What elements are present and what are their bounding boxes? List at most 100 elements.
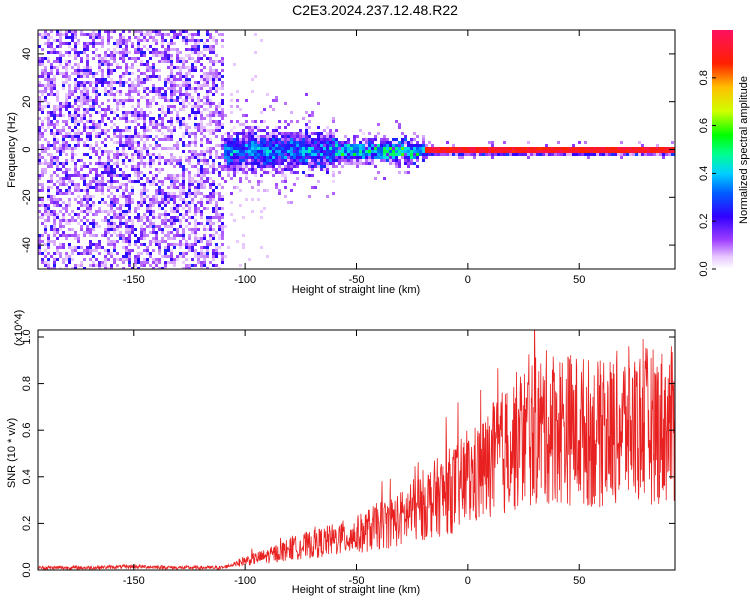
- spectrogram-cell: [119, 99, 122, 102]
- spectrogram-cell: [587, 150, 590, 153]
- spectrogram-cell: [173, 243, 176, 246]
- spectrogram-cell: [401, 156, 404, 159]
- spectrogram-cell: [302, 144, 305, 147]
- spectrogram-cell: [89, 264, 92, 267]
- spectrogram-cell: [125, 186, 128, 189]
- spectrogram-cell: [476, 153, 479, 156]
- spectrogram-cell: [443, 153, 446, 156]
- spectrogram-cell: [542, 150, 545, 153]
- spectrogram-cell: [68, 117, 71, 120]
- spectrogram-cell: [191, 228, 194, 231]
- spectrogram-cell: [401, 141, 404, 144]
- spectrogram-cell: [245, 177, 248, 180]
- spectrogram-cell: [104, 228, 107, 231]
- spectrogram-cell: [491, 156, 494, 159]
- spectrogram-cell: [290, 201, 293, 204]
- spectrogram-cell: [203, 234, 206, 237]
- spectrogram-cell: [464, 147, 467, 150]
- spectrogram-cell: [77, 201, 80, 204]
- spectrogram-cell: [305, 162, 308, 165]
- spectrogram-cell: [368, 162, 371, 165]
- spectrogram-cell: [164, 99, 167, 102]
- spectrogram-cell: [197, 180, 200, 183]
- spectrogram-cell: [56, 231, 59, 234]
- spectrogram-cell: [50, 156, 53, 159]
- spectrogram-cell: [311, 147, 314, 150]
- spectrogram-cell: [134, 108, 137, 111]
- spectrogram-cell: [317, 132, 320, 135]
- spectrogram-cell: [83, 96, 86, 99]
- spectrogram-cell: [110, 222, 113, 225]
- spectrogram-cell: [119, 174, 122, 177]
- spectrogram-cell: [62, 138, 65, 141]
- spectrogram-cell: [524, 150, 527, 153]
- spectrogram-cell: [305, 156, 308, 159]
- spectrogram-cell: [218, 267, 221, 269]
- spectrogram-cell: [89, 252, 92, 255]
- spectrogram-cell: [227, 159, 230, 162]
- spectrogram-cell: [278, 162, 281, 165]
- spectrogram-cell: [125, 135, 128, 138]
- spectrogram-cell: [158, 90, 161, 93]
- spectrogram-cell: [206, 147, 209, 150]
- spectrogram-cell: [404, 162, 407, 165]
- spectrogram-cell: [59, 162, 62, 165]
- spectrogram-cell: [467, 150, 470, 153]
- spectrogram-cell: [89, 105, 92, 108]
- spectrogram-cell: [101, 183, 104, 186]
- spectrogram-cell: [110, 219, 113, 222]
- spectrogram-cell: [188, 210, 191, 213]
- spectrogram-cell: [251, 144, 254, 147]
- spectrogram-cell: [41, 252, 44, 255]
- spectrogram-cell: [242, 141, 245, 144]
- spectrogram-cell: [191, 108, 194, 111]
- spectrogram-cell: [383, 147, 386, 150]
- spectrogram-cell: [206, 48, 209, 51]
- spectrogram-cell: [344, 135, 347, 138]
- spectrogram-cell: [146, 105, 149, 108]
- spectrogram-cell: [206, 57, 209, 60]
- spectrogram-cell: [200, 117, 203, 120]
- spectrogram-cell: [173, 186, 176, 189]
- spectrogram-cell: [122, 60, 125, 63]
- spectrogram-cell: [116, 201, 119, 204]
- spectrogram-cell: [275, 129, 278, 132]
- spectrogram-cell: [188, 195, 191, 198]
- spectrogram-cell: [62, 129, 65, 132]
- spectrogram-cell: [95, 171, 98, 174]
- spectrogram-cell: [182, 120, 185, 123]
- spectrogram-cell: [173, 30, 176, 33]
- spectrogram-cell: [158, 252, 161, 255]
- spectrogram-cell: [116, 108, 119, 111]
- spectrogram-cell: [71, 120, 74, 123]
- spectrogram-cell: [215, 153, 218, 156]
- spectrogram-cell: [47, 219, 50, 222]
- spectrogram-cell: [53, 126, 56, 129]
- spectrogram-cell: [272, 153, 275, 156]
- spectrogram-cell: [512, 153, 515, 156]
- spectrogram-cell: [74, 183, 77, 186]
- spectrogram-cell: [128, 135, 131, 138]
- spectrogram-cell: [62, 192, 65, 195]
- spectrogram-cell: [380, 159, 383, 162]
- spectrogram-cell: [197, 99, 200, 102]
- spectrogram-cell: [107, 267, 110, 269]
- spectrogram-cell: [113, 243, 116, 246]
- spectrogram-cell: [218, 111, 221, 114]
- spectrogram-cell: [149, 33, 152, 36]
- spectrogram-cell: [89, 183, 92, 186]
- spectrogram-cell: [200, 213, 203, 216]
- spectrogram-cell: [86, 192, 89, 195]
- spectrogram-cell: [62, 147, 65, 150]
- spectrogram-cell: [371, 144, 374, 147]
- spectrogram-xlabel: Height of straight line (km): [292, 284, 420, 296]
- spectrogram-cell: [221, 84, 224, 87]
- spectrogram-cell: [167, 120, 170, 123]
- spectrogram-cell: [209, 87, 212, 90]
- spectrogram-cell: [104, 168, 107, 171]
- spectrogram-cell: [101, 180, 104, 183]
- spectrogram-cell: [50, 93, 53, 96]
- spectrogram-cell: [284, 141, 287, 144]
- spectrogram-cell: [161, 36, 164, 39]
- spectrogram-cell: [248, 138, 251, 141]
